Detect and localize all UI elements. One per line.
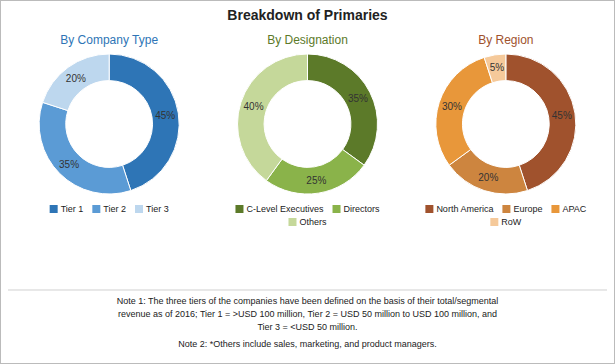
title: Breakdown of Primaries xyxy=(227,7,387,23)
legend-label: RoW xyxy=(501,217,522,227)
note: Note 1: The three tiers of the companies… xyxy=(117,296,499,306)
data-label: 20% xyxy=(478,172,498,183)
legend: C-Level Executives Directors Others xyxy=(235,204,380,227)
data-label: 20% xyxy=(66,73,86,84)
legend-swatch xyxy=(333,205,341,213)
data-label: 25% xyxy=(306,175,326,186)
data-label: 30% xyxy=(442,101,462,112)
subtitle: By Region xyxy=(478,33,533,47)
legend-label: Tier 3 xyxy=(146,204,169,214)
slice xyxy=(43,54,110,111)
legend-label: Europe xyxy=(513,204,542,214)
legend: Tier 1 Tier 2 Tier 3 xyxy=(50,204,169,214)
legend-swatch xyxy=(92,205,100,213)
legend-swatch xyxy=(50,205,58,213)
data-label: 40% xyxy=(244,101,264,112)
slice xyxy=(266,150,364,194)
slice xyxy=(39,102,131,194)
legend-swatch xyxy=(135,205,143,213)
data-label: 45% xyxy=(552,110,572,121)
subtitle: By Designation xyxy=(267,33,348,47)
legend-label: APAC xyxy=(562,204,586,214)
data-label: 35% xyxy=(59,159,79,170)
slice xyxy=(436,57,493,165)
legend-swatch xyxy=(551,205,559,213)
legend-swatch xyxy=(288,218,296,226)
slice xyxy=(484,54,506,83)
legend-label: C-Level Executives xyxy=(246,204,324,214)
legend-swatch xyxy=(235,205,243,213)
data-label: 45% xyxy=(155,110,175,121)
donut xyxy=(39,54,179,194)
separator xyxy=(8,290,607,291)
legend-label: Tier 2 xyxy=(103,204,126,214)
legend-label: Others xyxy=(299,217,327,227)
subtitle: By Company Type xyxy=(60,33,158,47)
legend-swatch xyxy=(502,205,510,213)
legend-swatch xyxy=(425,205,433,213)
slice xyxy=(308,54,378,165)
slice xyxy=(238,54,308,181)
donut xyxy=(436,54,576,194)
legend-swatch xyxy=(490,218,498,226)
border xyxy=(1,1,615,364)
note: revenue as of 2016; Tier 1 = >USD 100 mi… xyxy=(118,309,497,319)
data-label: 35% xyxy=(348,93,368,104)
legend: North America Europe APAC RoW xyxy=(425,204,586,227)
donut xyxy=(238,54,378,194)
chart: Breakdown of Primaries By Company Type 45%… xyxy=(0,0,615,364)
note: Note 2: *Others include sales, marketing… xyxy=(178,339,437,349)
legend-label: Directors xyxy=(344,204,381,214)
note: Tier 3 = <USD 50 million. xyxy=(257,322,357,332)
legend-label: North America xyxy=(436,204,493,214)
data-label: 5% xyxy=(490,62,505,73)
legend-label: Tier 1 xyxy=(61,204,84,214)
